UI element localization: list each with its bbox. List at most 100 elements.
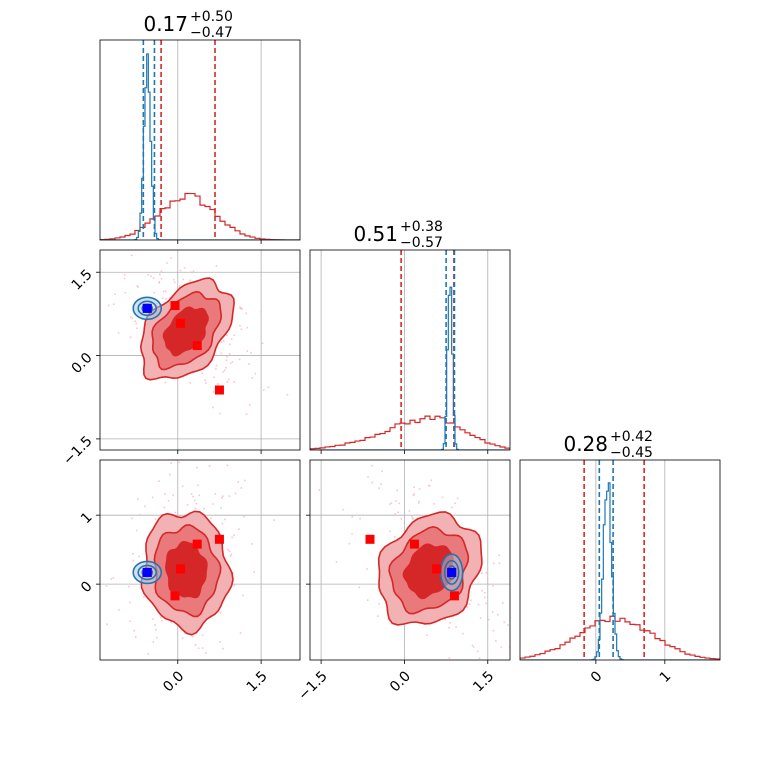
sample-point	[560, 599, 562, 601]
title-minus: −0.57	[400, 235, 443, 251]
sample-point	[195, 502, 198, 505]
sample-point	[133, 629, 136, 632]
sample-point	[121, 246, 123, 248]
sample-point	[358, 586, 361, 589]
sample-point	[179, 269, 182, 272]
sample-point	[248, 404, 251, 406]
sample-point	[171, 405, 173, 407]
sample-point	[134, 320, 137, 322]
sample-point	[82, 253, 84, 255]
sample-point	[170, 257, 172, 259]
sample-point	[154, 518, 157, 520]
sample-point	[498, 562, 501, 565]
sample-point	[441, 496, 444, 499]
sample-point	[483, 596, 486, 599]
sample-point	[228, 343, 231, 346]
sample-point	[168, 297, 171, 299]
y-tick-label: 0	[78, 578, 96, 596]
sample-point	[485, 602, 487, 605]
sample-point	[201, 634, 204, 637]
sample-point	[132, 553, 134, 555]
sample-point	[159, 244, 161, 246]
histogram-panel-3	[519, 459, 721, 661]
sample-point	[237, 481, 240, 483]
sample-point	[250, 352, 252, 354]
title-value: 0.51	[353, 222, 398, 246]
sample-point	[136, 285, 139, 288]
sample-point	[501, 602, 504, 604]
sample-point	[219, 412, 221, 415]
sample-point	[220, 507, 222, 509]
sample-point	[170, 621, 173, 624]
sample-point	[154, 624, 156, 626]
panel-frame	[99, 39, 301, 241]
sample-point	[478, 657, 481, 659]
sample-point	[254, 372, 257, 375]
sample-point	[219, 641, 221, 643]
blue-contour-level-2	[137, 564, 158, 581]
sample-point	[239, 632, 242, 634]
sample-point	[198, 442, 200, 444]
histogram-panel-2	[309, 249, 511, 451]
sample-point	[197, 484, 199, 487]
sample-point	[178, 285, 181, 287]
sample-point	[366, 599, 369, 601]
sample-point	[455, 626, 457, 628]
sample-point	[318, 489, 321, 491]
sample-point	[167, 499, 170, 502]
sample-point	[130, 254, 133, 257]
sample-point	[126, 674, 128, 676]
sample-point	[194, 507, 197, 510]
sample-point	[136, 498, 139, 500]
sample-point	[244, 479, 246, 482]
sample-point	[138, 555, 140, 558]
sample-point	[335, 561, 338, 563]
sample-point	[491, 611, 494, 613]
sample-point	[204, 382, 207, 384]
y-tick-label: 1	[78, 510, 96, 528]
sample-point	[197, 647, 200, 650]
sample-point	[230, 553, 233, 556]
sample-point	[219, 612, 222, 614]
panel-frame	[99, 249, 301, 451]
sample-point	[170, 462, 173, 464]
panel-frame	[99, 459, 301, 661]
sample-point	[395, 500, 397, 502]
sample-point	[492, 629, 495, 632]
sample-point	[224, 369, 226, 372]
sample-point	[114, 293, 116, 295]
sample-point	[246, 326, 249, 329]
red-histogram-3	[520, 615, 720, 660]
x-tick-label: 0	[588, 668, 606, 686]
sample-point	[204, 379, 206, 382]
sample-point	[163, 506, 166, 509]
sample-point	[492, 584, 494, 587]
sample-point	[222, 647, 224, 650]
contour-panel-1-3	[99, 405, 301, 702]
sample-point	[115, 665, 117, 667]
sample-point	[471, 644, 474, 647]
sample-point	[515, 520, 517, 522]
sample-point	[251, 377, 254, 379]
sample-point	[105, 700, 107, 702]
sample-point	[222, 495, 224, 498]
sample-point	[233, 381, 236, 383]
sample-point	[208, 465, 211, 467]
sample-point	[129, 620, 132, 623]
y-tick-label: 0.0	[69, 350, 96, 377]
sample-point	[245, 312, 248, 315]
blue-marker	[142, 303, 152, 313]
sample-point	[500, 646, 503, 649]
x-tick-label: 0.0	[387, 668, 414, 695]
sample-point	[189, 279, 192, 282]
sample-point	[105, 585, 108, 587]
sample-point	[213, 376, 215, 378]
sample-point	[124, 291, 127, 294]
sample-point	[389, 503, 391, 505]
sample-point	[416, 514, 419, 516]
sample-point	[243, 515, 245, 518]
sample-point	[495, 640, 497, 642]
sample-point	[173, 278, 175, 281]
sample-point	[190, 493, 193, 495]
